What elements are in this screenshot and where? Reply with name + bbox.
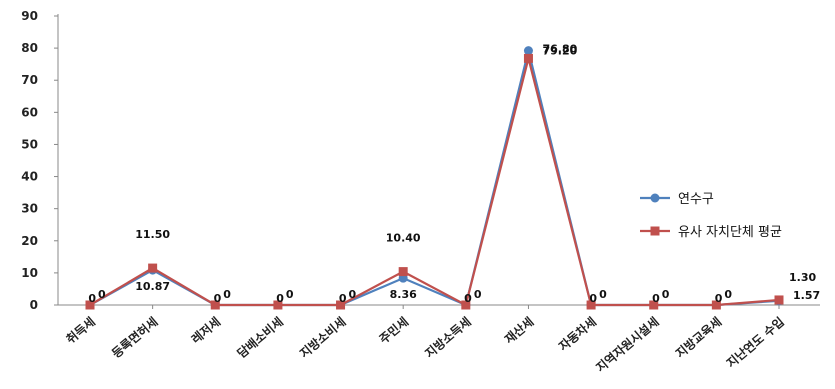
y-tick-label: 50: [21, 137, 38, 151]
legend-marker: [650, 193, 660, 203]
data-label-series-1: 0: [276, 292, 284, 305]
data-label-series-1: 79.20: [542, 45, 577, 58]
legend-marker: [650, 226, 660, 236]
data-label-series-2: 0: [98, 288, 106, 301]
data-label-series-1: 0: [652, 292, 660, 305]
x-tick-label: 주민세: [376, 314, 411, 347]
data-label-series-1: 0: [339, 292, 347, 305]
y-tick-label: 30: [21, 202, 38, 216]
x-tick-label: 등록면허세: [109, 314, 161, 361]
x-tick-label: 지역자원시설세: [593, 314, 662, 375]
data-label-series-2: 76.80: [542, 42, 577, 55]
series-2-point: [398, 267, 408, 277]
data-label-series-2: 0: [474, 288, 482, 301]
x-tick-label: 담배소비세: [234, 314, 286, 361]
x-tick-label: 재산세: [501, 314, 536, 347]
series-2-point: [273, 300, 283, 310]
y-tick-label: 70: [21, 73, 38, 87]
data-label-series-2: 11.50: [135, 228, 170, 241]
series-2-point: [523, 53, 533, 63]
data-label-series-2: 0: [349, 288, 357, 301]
series-line-1: [89, 50, 780, 307]
y-tick-label: 80: [21, 41, 38, 55]
data-label-series-2: 0: [724, 288, 732, 301]
series-2-point: [774, 295, 784, 305]
data-label-series-1: 8.36: [390, 288, 417, 301]
data-label-series-1: 0: [589, 292, 597, 305]
y-tick-label: 10: [21, 266, 38, 280]
legend-label: 유사 자치단체 평균: [678, 225, 782, 240]
series-2-point: [586, 300, 596, 310]
data-label-series-1: 0: [88, 292, 96, 305]
series-2-point: [649, 300, 659, 310]
x-tick-label: 지난연도 수입: [723, 314, 787, 371]
y-tick-label: 40: [21, 170, 38, 184]
series-2-point: [336, 300, 346, 310]
data-label-series-2: 0: [662, 288, 670, 301]
data-label-series-1: 0: [464, 292, 472, 305]
x-tick-label: 지방소득세: [422, 314, 474, 361]
series-2-point: [711, 300, 721, 310]
series-2-point: [85, 300, 95, 310]
y-tick-label: 90: [21, 9, 38, 23]
data-label-series-1: 1.30: [789, 271, 816, 284]
series-2-point: [461, 300, 471, 310]
data-label-series-1: 10.87: [135, 280, 170, 293]
data-label-series-2: 0: [223, 288, 231, 301]
series-line-2: [89, 58, 780, 307]
series-1-point: [523, 46, 533, 56]
x-tick-label: 지방소비세: [297, 314, 349, 361]
data-label-series-2: 10.40: [386, 232, 421, 245]
x-tick-label: 지방교육세: [672, 314, 724, 361]
series-2-point: [210, 300, 220, 310]
data-label-series-1: 0: [214, 292, 222, 305]
y-tick-label: 60: [21, 105, 38, 119]
x-tick-label: 취득세: [63, 314, 98, 347]
y-tick-label: 0: [30, 298, 38, 312]
series-2-point: [148, 263, 158, 273]
y-tick-label: 20: [21, 234, 38, 248]
x-tick-label: 레저세: [188, 314, 223, 347]
data-label-series-2: 0: [599, 288, 607, 301]
data-label-series-1: 0: [715, 292, 723, 305]
legend-label: 연수구: [678, 192, 714, 207]
data-label-series-2: 1.57: [793, 289, 820, 302]
x-tick-label: 자동차세: [556, 314, 599, 354]
data-label-series-2: 0: [286, 288, 294, 301]
